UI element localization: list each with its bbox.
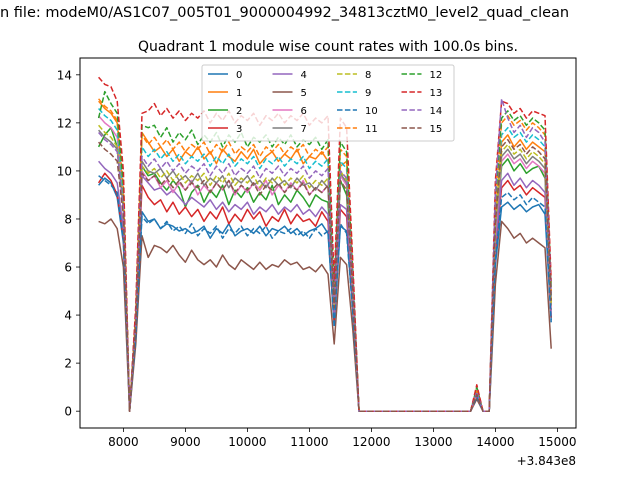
y-tick-label: 8 (64, 212, 72, 226)
chart-title: Quadrant 1 module wise count rates with … (138, 39, 518, 55)
y-axis: 0 2 4 6 8 10 12 14 (57, 68, 80, 419)
series-line-12 (97, 90, 552, 412)
series-line-8 (98, 124, 552, 412)
legend-label-6: 6 (301, 106, 307, 117)
figure-suptitle: n file: modeM0/AS1C07_005T01_9000004992_… (0, 5, 569, 21)
x-axis: 8000 9000 10000 11000 12000 13000 14000 15000 (108, 428, 576, 449)
legend-label-8: 8 (365, 70, 371, 81)
series-layer (97, 76, 552, 412)
axes-frame (79, 57, 577, 429)
legend-label-11: 11 (365, 124, 378, 135)
series-line-10 (98, 175, 552, 412)
legend-label-1: 1 (236, 88, 242, 99)
x-offset-label: +3.843e8 (517, 454, 576, 468)
series-line-5 (98, 218, 552, 412)
y-tick-label: 10 (57, 164, 72, 178)
legend-label-4: 4 (301, 70, 307, 81)
y-tick-label: 0 (64, 405, 72, 419)
x-tick-label: 8000 (108, 435, 139, 449)
legend-label-2: 2 (236, 106, 242, 117)
series-line-15 (98, 138, 552, 412)
legend-box (201, 64, 455, 142)
legend-label-14: 14 (430, 106, 443, 117)
y-tick-label: 4 (64, 309, 72, 323)
y-tick-label: 6 (64, 261, 72, 275)
x-tick-label: 14000 (476, 435, 514, 449)
x-tick-label: 13000 (414, 435, 452, 449)
x-tick-label: 9000 (170, 435, 201, 449)
x-tick-label: 15000 (538, 435, 576, 449)
x-tick-label: 11000 (290, 435, 328, 449)
legend-label-12: 12 (430, 70, 443, 81)
legend-label-5: 5 (301, 88, 307, 99)
x-tick-label: 12000 (352, 435, 390, 449)
x-tick-label: 10000 (228, 435, 266, 449)
legend-label-15: 15 (430, 124, 443, 135)
legend-label-7: 7 (301, 124, 307, 135)
legend-label-0: 0 (236, 70, 242, 81)
legend-label-9: 9 (365, 88, 371, 99)
legend-label-10: 10 (365, 106, 378, 117)
legend-label-3: 3 (236, 124, 242, 135)
y-tick-label: 2 (64, 357, 72, 371)
y-tick-label: 14 (57, 68, 72, 82)
y-tick-label: 12 (57, 116, 72, 130)
legend-label-13: 13 (430, 88, 443, 99)
